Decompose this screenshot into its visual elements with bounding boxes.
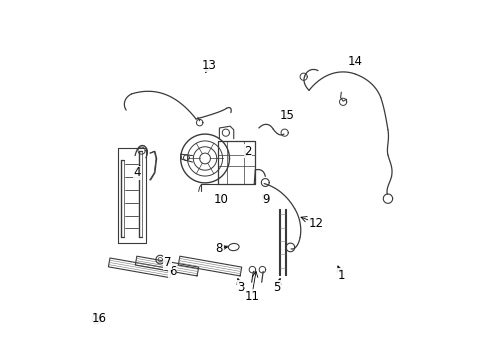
Text: 9: 9 (262, 193, 269, 206)
Text: 3: 3 (237, 281, 244, 294)
Text: 2: 2 (244, 145, 251, 158)
Text: 12: 12 (308, 216, 323, 230)
Text: 16: 16 (92, 311, 106, 325)
Text: 10: 10 (213, 193, 228, 206)
Text: 11: 11 (244, 290, 259, 303)
Text: 5: 5 (272, 281, 280, 294)
Text: 1: 1 (337, 269, 345, 282)
Text: 13: 13 (201, 59, 216, 72)
Polygon shape (156, 255, 164, 264)
Text: 15: 15 (280, 109, 294, 122)
Polygon shape (92, 315, 101, 324)
Text: 14: 14 (347, 55, 363, 68)
Text: 6: 6 (169, 265, 176, 278)
Text: 7: 7 (163, 256, 171, 269)
Text: 8: 8 (215, 242, 223, 255)
Text: 4: 4 (133, 166, 141, 179)
Ellipse shape (228, 243, 239, 251)
